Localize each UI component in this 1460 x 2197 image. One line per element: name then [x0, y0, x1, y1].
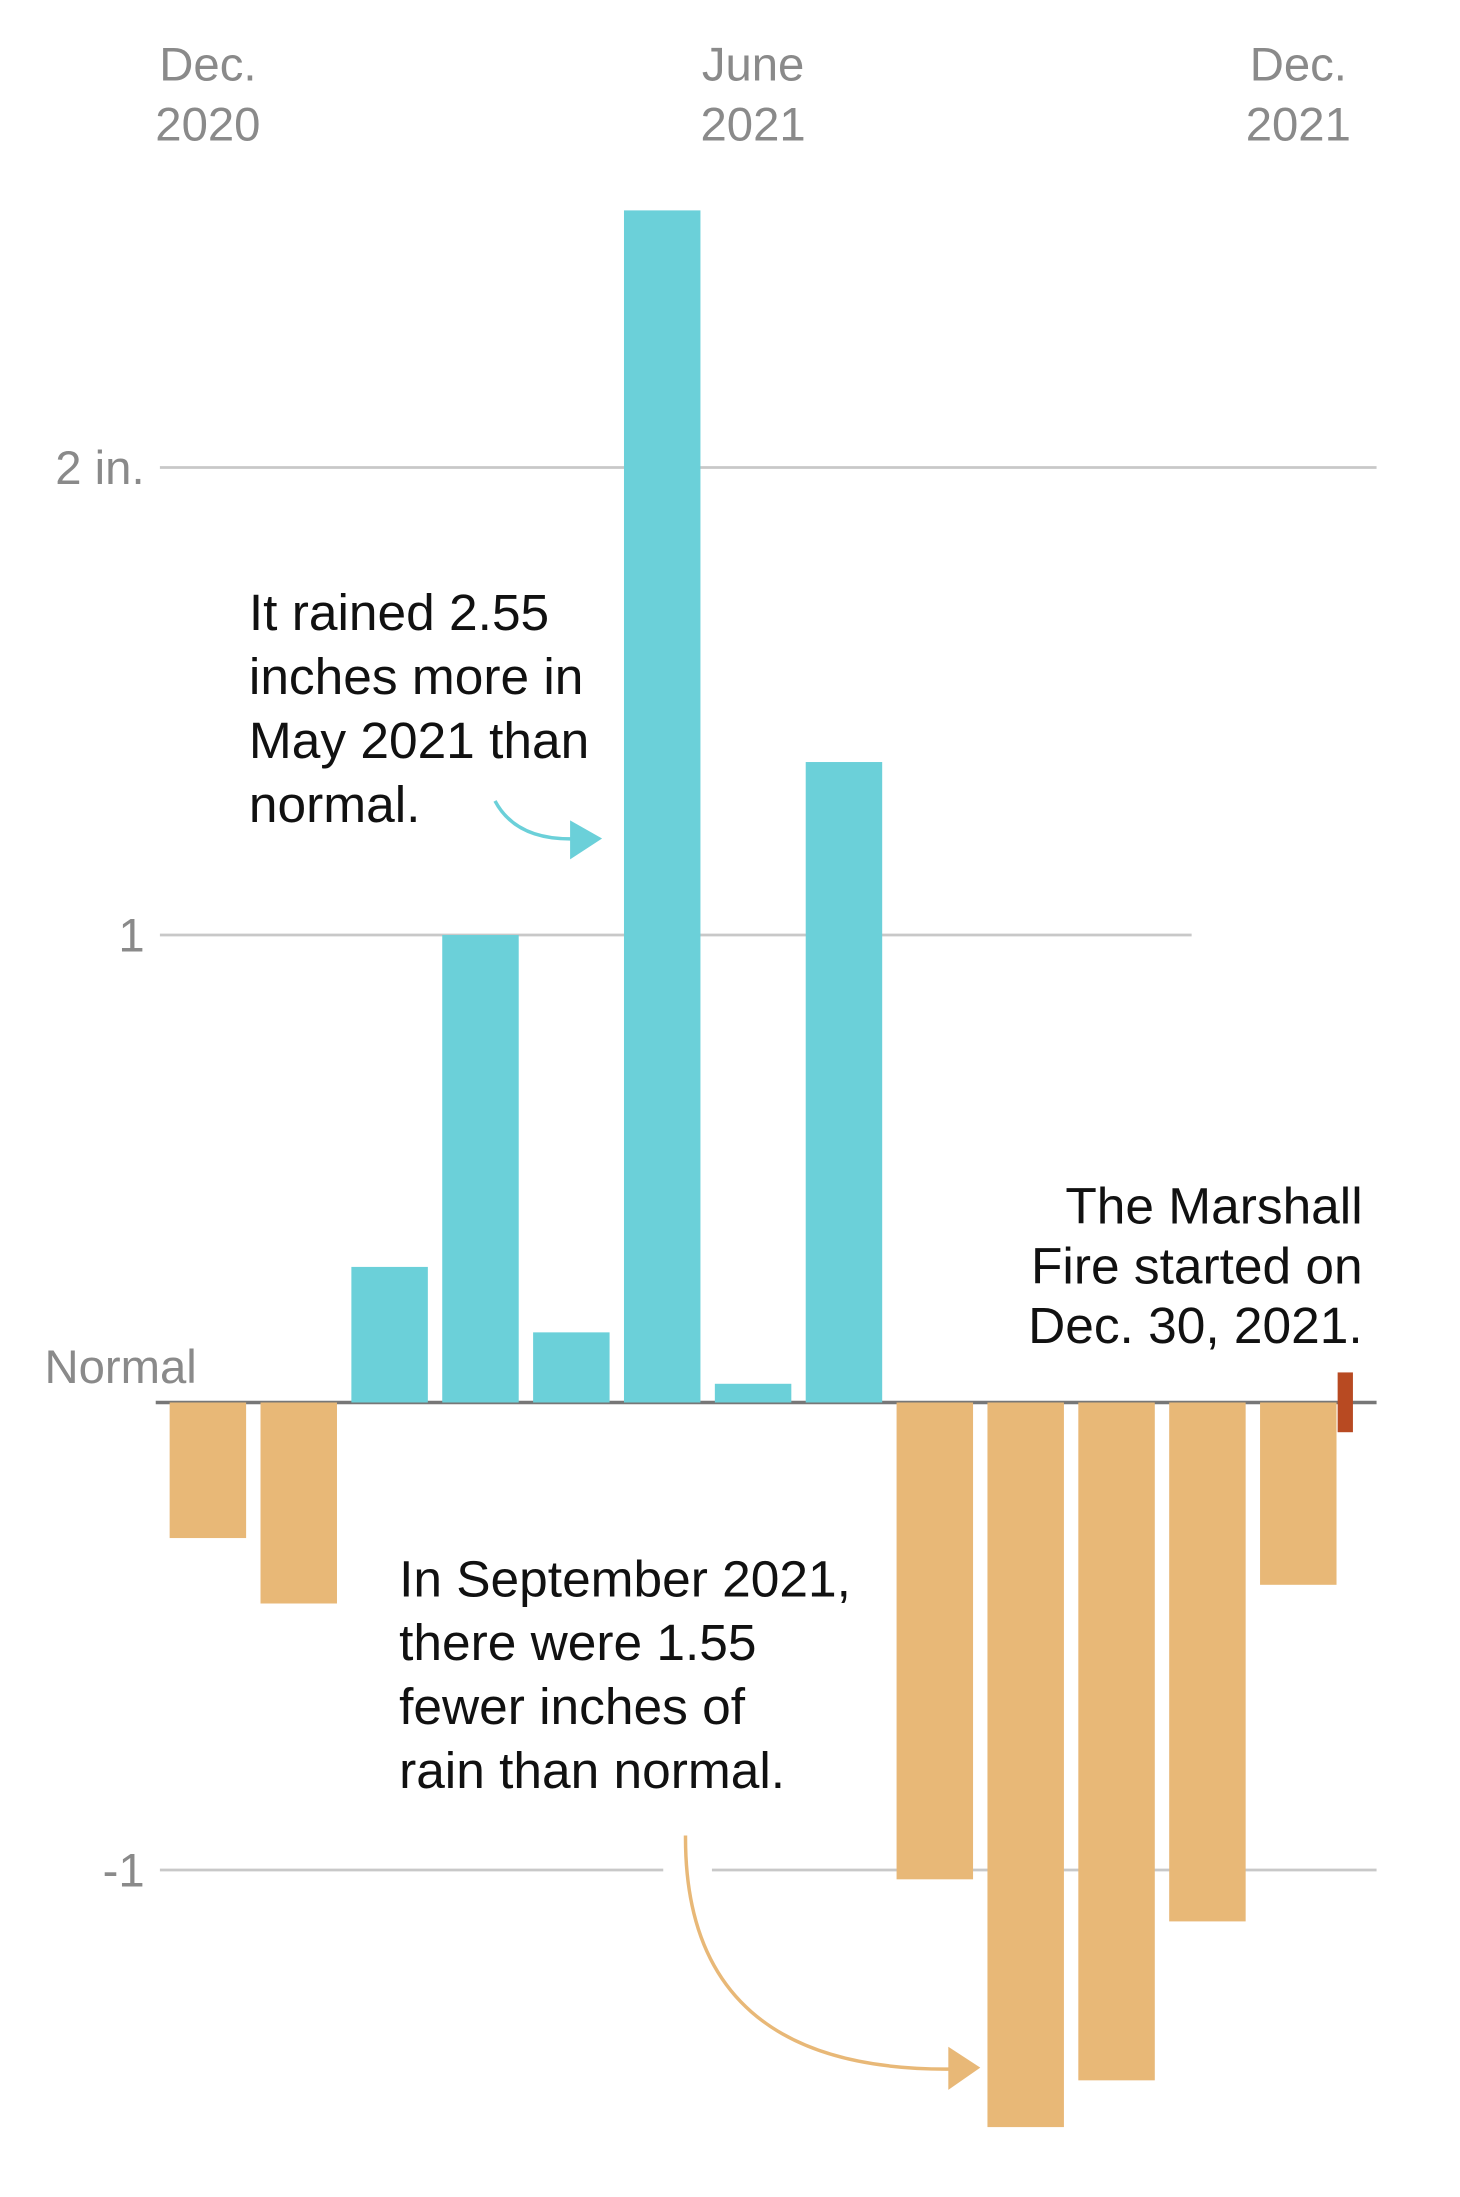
bar	[805, 762, 883, 1403]
annotation: In September 2021,	[399, 1549, 851, 1607]
annotation: fewer inches of	[399, 1677, 746, 1735]
arrow-head	[570, 820, 603, 860]
annotation: The Marshall	[1065, 1177, 1362, 1235]
bar	[1169, 1402, 1246, 1922]
x-tick-label: June 2021	[701, 39, 806, 152]
annotation: May 2021 than	[249, 711, 589, 769]
bar	[623, 210, 701, 1403]
y-tick-label: 1	[118, 910, 144, 963]
labels: -1 Normal 1 2 in. Dec. 2020 June 2021 Dec. 2021 It…	[44, 39, 1362, 1898]
bar	[351, 1266, 428, 1403]
bar	[442, 934, 519, 1403]
arrow-head	[948, 2046, 981, 2090]
annotation: there were 1.55	[399, 1613, 756, 1671]
x-tick-label: Dec. 2020	[155, 39, 260, 152]
annotation: Dec. 30, 2021.	[1028, 1296, 1363, 1354]
bar	[1078, 1402, 1155, 2081]
bar	[169, 1402, 247, 1539]
bar	[987, 1402, 1064, 2128]
y-tick-label: -1	[103, 1845, 145, 1898]
fire-marker	[1337, 1372, 1353, 1433]
bar	[533, 1332, 610, 1403]
bar	[1260, 1402, 1337, 1585]
annotation: inches more in	[249, 647, 583, 705]
arrow	[683, 1835, 953, 2071]
x-tick-label: Dec. 2021	[1246, 39, 1351, 152]
y-tick-label: 2 in.	[55, 442, 144, 495]
bar	[260, 1402, 337, 1604]
annotation: normal.	[249, 775, 421, 833]
annotation: rain than normal.	[399, 1741, 785, 1799]
bar	[896, 1402, 974, 1880]
annotation: It rained 2.55	[249, 583, 549, 641]
arrow	[493, 800, 582, 841]
bars	[169, 210, 1337, 2128]
annotation: Fire started on	[1031, 1236, 1363, 1294]
y-tick-label: Normal	[44, 1341, 196, 1394]
bar	[714, 1383, 792, 1403]
